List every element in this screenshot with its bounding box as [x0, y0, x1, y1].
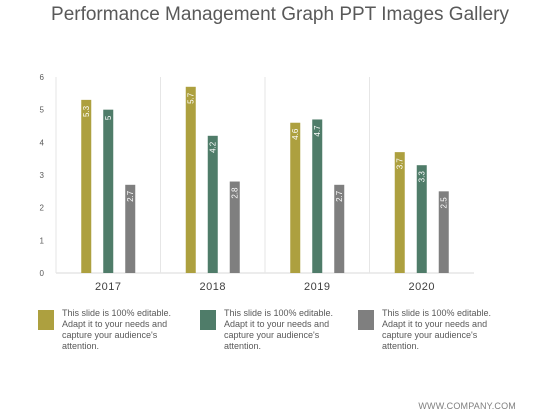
bar [416, 165, 427, 273]
x-tick-label: 2018 [200, 281, 226, 293]
y-tick-label: 5 [40, 106, 45, 115]
legend-text: This slide is 100% editable. Adapt it to… [62, 308, 172, 351]
bar-value-label: 3.3 [418, 171, 427, 183]
y-tick-label: 3 [40, 171, 45, 180]
y-tick-label: 1 [40, 236, 45, 245]
bar-value-label: 4.7 [313, 125, 322, 137]
y-tick-label: 0 [40, 269, 45, 278]
bar-value-label: 3.7 [396, 158, 405, 170]
x-tick-label: 2017 [95, 281, 121, 293]
chart-title: Performance Management Graph PPT Images … [51, 4, 509, 25]
legend-text: This slide is 100% editable. Adapt it to… [224, 308, 334, 351]
legend: This slide is 100% editable. Adapt it to… [0, 308, 560, 358]
bar-value-label: 5.3 [82, 105, 91, 117]
bar-value-label: 4.6 [291, 128, 300, 140]
bar-value-label: 2.5 [440, 197, 449, 209]
bar [394, 152, 405, 273]
x-tick-label: 2019 [304, 281, 330, 293]
legend-swatch [200, 310, 216, 330]
legend-text: This slide is 100% editable. Adapt it to… [382, 308, 492, 351]
x-tick-label: 2020 [409, 281, 435, 293]
bar-value-label: 5.7 [187, 92, 196, 104]
y-tick-label: 4 [40, 138, 45, 147]
bar-chart: 0 1 2 3 4 5 6 2017 5.3 5 2.7 2018 5.7 4.2 2.8 2019 4.6 4.… [40, 73, 474, 293]
legend-item: This slide is 100% editable. Adapt it to… [38, 308, 180, 352]
legend-swatch [358, 310, 374, 330]
bar [229, 181, 240, 273]
y-tick-label: 6 [40, 73, 45, 82]
footer-url: WWW.COMPANY.COM [418, 401, 516, 411]
legend-item: This slide is 100% editable. Adapt it to… [200, 308, 342, 352]
bar [312, 119, 323, 273]
bar [103, 109, 114, 274]
legend-item: This slide is 100% editable. Adapt it to… [358, 308, 500, 352]
bar [290, 122, 301, 273]
bar [334, 184, 345, 273]
bar-value-label: 2.7 [335, 190, 344, 202]
bar [81, 99, 92, 273]
bar [438, 191, 449, 273]
bar [125, 184, 136, 273]
legend-swatch [38, 310, 54, 330]
bar-value-label: 2.7 [126, 190, 135, 202]
bar-value-label: 2.8 [231, 187, 240, 199]
y-tick-label: 2 [40, 204, 45, 213]
bar [185, 86, 196, 273]
bar-value-label: 5 [104, 115, 113, 120]
bar-value-label: 4.2 [209, 141, 218, 153]
bar [207, 135, 218, 273]
